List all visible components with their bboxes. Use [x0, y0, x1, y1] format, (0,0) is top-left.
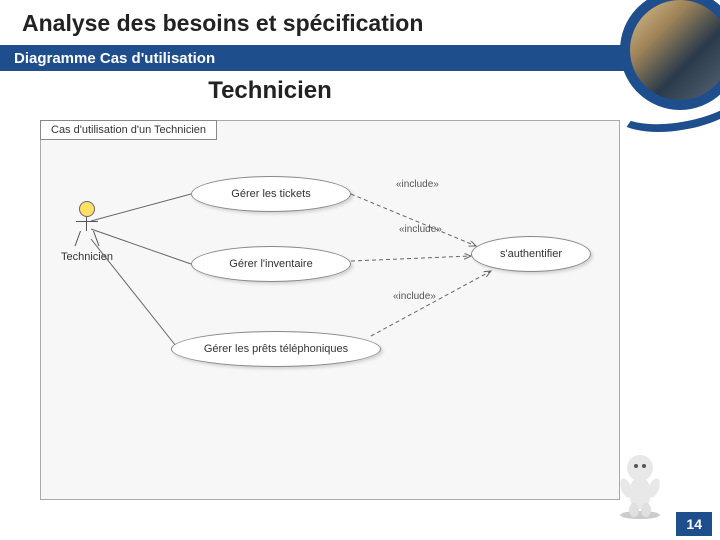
usecase-uc4: s'authentifier	[471, 236, 591, 272]
actor-legs-icon	[76, 231, 98, 245]
diagram-title: Cas d'utilisation d'un Technicien	[40, 120, 217, 140]
actor: Technicien	[61, 201, 113, 263]
subtitle-text: Diagramme Cas d'utilisation	[0, 50, 215, 67]
actor-head-icon	[79, 201, 95, 217]
corner-decoration	[600, 0, 720, 120]
usecase-uc1: Gérer les tickets	[191, 176, 351, 212]
actor-body-icon	[86, 217, 87, 231]
include-label-0: «include»	[396, 179, 439, 190]
mascot-figure	[610, 450, 670, 520]
usecase-uc3: Gérer les prêts téléphoniques	[171, 331, 381, 367]
usecase-diagram: Cas d'utilisation d'un Technicien Techni…	[40, 120, 620, 500]
actor-arms-icon	[76, 221, 98, 222]
diagram-connectors	[41, 121, 619, 499]
actor-label: Technicien	[61, 251, 113, 263]
page-number-badge: 14	[676, 512, 712, 536]
include-label-1: «include»	[399, 224, 442, 235]
usecase-uc2: Gérer l'inventaire	[191, 246, 351, 282]
include-label-2: «include»	[393, 291, 436, 302]
